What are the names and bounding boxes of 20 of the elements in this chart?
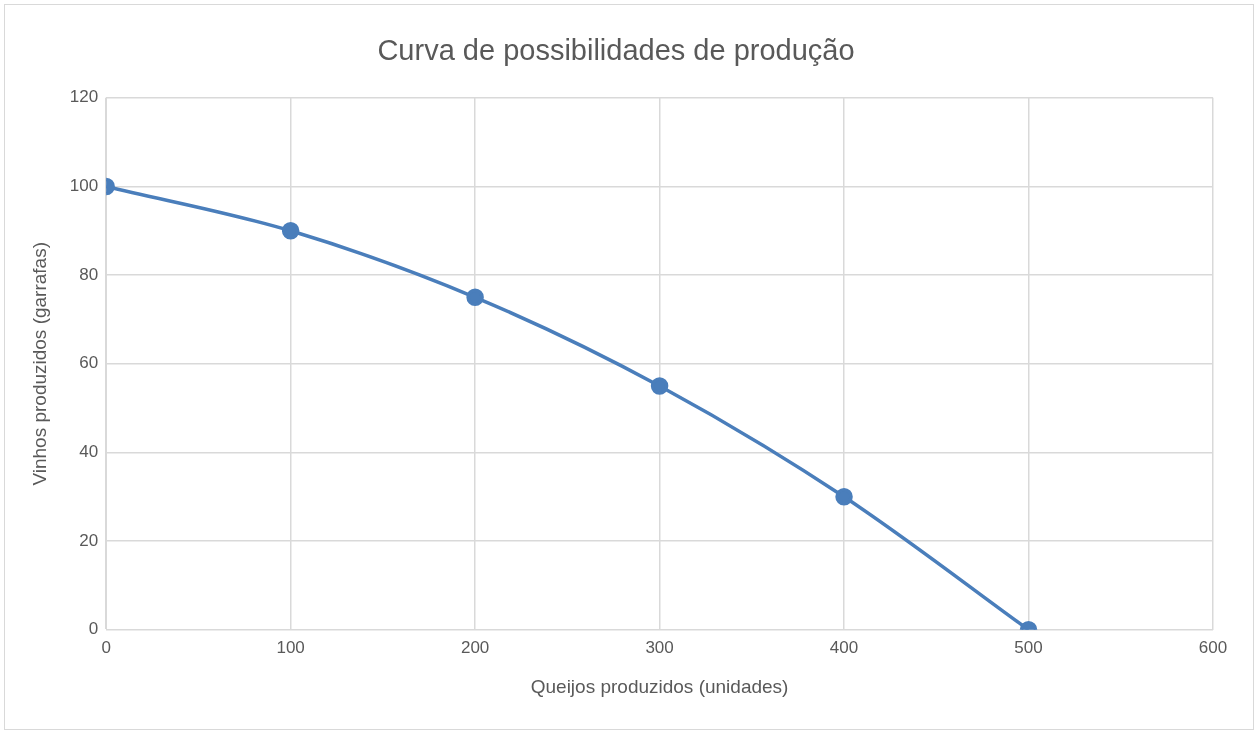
y-tick-label: 100 — [69, 176, 99, 196]
y-tick-label: 80 — [79, 264, 99, 284]
x-tick-label: 500 — [1014, 637, 1043, 657]
point — [650, 377, 669, 395]
x-tick-label: 400 — [829, 637, 859, 657]
y-axis-title: Vinhos produzidos (garrafas) — [28, 241, 50, 486]
point — [835, 488, 853, 506]
chart-title: Curva de possibilidades de produção — [377, 34, 855, 67]
x-tick-label: 200 — [460, 637, 490, 657]
y-tick-label: 40 — [79, 442, 99, 462]
x-axis-title: Queijos produzidos (unidades) — [530, 675, 789, 697]
point — [466, 288, 484, 307]
y-tick-label: 20 — [79, 530, 99, 550]
y-tick-label: 0 — [88, 619, 99, 639]
point — [281, 222, 300, 240]
x-tick-label: 300 — [645, 637, 674, 657]
x-tick-label: 600 — [1198, 637, 1228, 657]
y-tick-label: 120 — [69, 87, 99, 107]
x-tick-label: 100 — [276, 637, 305, 657]
y-tick-label: 60 — [79, 353, 99, 373]
